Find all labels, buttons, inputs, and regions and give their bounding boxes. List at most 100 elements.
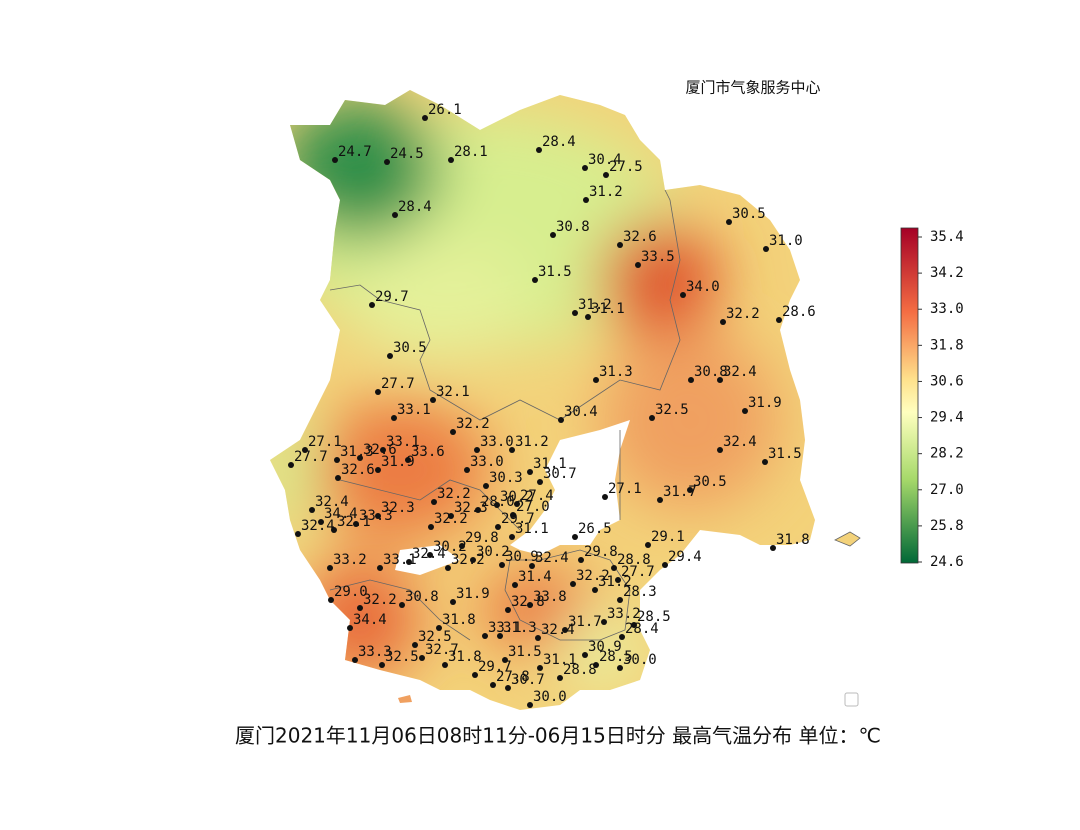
station-dot	[687, 487, 693, 493]
station-value: 32.4	[315, 494, 349, 510]
station-value: 31.3	[340, 444, 374, 460]
station-dot	[602, 494, 608, 500]
station-dot	[776, 317, 782, 323]
station-value: 32.4	[723, 364, 757, 380]
station-dot	[550, 232, 556, 238]
station-dot	[427, 552, 433, 558]
station-dot	[459, 543, 465, 549]
station-value: 30.9	[505, 549, 539, 565]
station-dot	[585, 314, 591, 320]
station-value: 28.4	[542, 134, 576, 150]
station-value: 29.8	[465, 530, 499, 546]
station-dot	[335, 475, 341, 481]
station-value: 32.1	[337, 514, 371, 530]
station-dot	[475, 507, 481, 513]
station-value: 33.8	[533, 589, 567, 605]
station-value: 27.5	[609, 159, 643, 175]
station-value: 27.7	[381, 376, 415, 392]
station-value: 32.2	[434, 511, 468, 527]
station-dot	[332, 157, 338, 163]
station-dot	[536, 147, 542, 153]
station-dot	[688, 377, 694, 383]
station-value: 31.1	[543, 652, 577, 668]
station-value: 34.0	[686, 279, 720, 295]
station-value: 31.5	[768, 446, 802, 462]
colorbar-ticks: 35.4 34.2 33.0 31.8 30.6 29.4 28.2 27.0 25.8 24.6	[918, 229, 964, 570]
station-value: 28.5	[637, 609, 671, 625]
station-dot	[497, 633, 503, 639]
station-dot	[558, 417, 564, 423]
station-dot	[442, 662, 448, 668]
station-value: 28.6	[782, 304, 816, 320]
station-dot	[375, 389, 381, 395]
station-dot	[380, 447, 386, 453]
station-dot	[375, 467, 381, 473]
colorbar-label: 24.6	[930, 554, 964, 570]
station-dot	[583, 197, 589, 203]
station-dot	[509, 534, 515, 540]
station-value: 32.2	[726, 306, 760, 322]
station-value: 27.0	[516, 499, 550, 515]
station-dot	[472, 672, 478, 678]
station-value: 30.7	[511, 672, 545, 688]
station-dot	[505, 607, 511, 613]
station-value: 32.5	[418, 629, 452, 645]
station-value: 31.2	[598, 574, 632, 590]
station-value: 33.5	[641, 249, 675, 265]
small-island	[398, 695, 412, 703]
station-value: 33.2	[607, 606, 641, 622]
station-dot	[422, 115, 428, 121]
station-dot	[611, 565, 617, 571]
station-value: 30.9	[588, 639, 622, 655]
station-value: 27.8	[496, 669, 530, 685]
colorbar-label: 29.4	[930, 410, 964, 426]
station-value: 30.5	[732, 206, 766, 222]
station-value: 32.6	[341, 462, 375, 478]
station-value: 29.0	[334, 584, 368, 600]
station-dot	[450, 599, 456, 605]
station-dot	[557, 675, 563, 681]
station-dot	[347, 625, 353, 631]
station-dot	[570, 581, 576, 587]
station-dot	[763, 246, 769, 252]
station-value: 29.7	[501, 511, 535, 527]
station-value: 28.0	[481, 494, 515, 510]
station-value: 30.8	[694, 364, 728, 380]
station-value: 32.4	[535, 550, 569, 566]
station-dot	[680, 292, 686, 298]
station-dot	[512, 582, 518, 588]
station-value: 30.5	[693, 474, 727, 490]
station-value: 30.8	[556, 219, 590, 235]
station-value: 32.2	[451, 552, 485, 568]
station-value: 33.2	[333, 552, 367, 568]
station-value: 31.0	[769, 233, 803, 249]
station-value: 31.9	[748, 395, 782, 411]
colorbar-label: 35.4	[930, 229, 964, 245]
station-value: 33.1	[488, 620, 522, 636]
station-dot	[288, 462, 294, 468]
station-value: 32.5	[385, 649, 419, 665]
station-value: 31.2	[515, 434, 549, 450]
station-dot	[527, 702, 533, 708]
station-value: 33.3	[359, 508, 393, 524]
station-value: 31.1	[533, 456, 567, 472]
station-dot	[448, 157, 454, 163]
station-value: 31.3	[599, 364, 633, 380]
colorbar-label: 28.2	[930, 446, 964, 462]
station-value: 32.2	[437, 486, 471, 502]
station-dot	[464, 467, 470, 473]
station-dot	[537, 665, 543, 671]
station-value: 31.1	[591, 301, 625, 317]
station-dot	[379, 662, 385, 668]
station-dot	[436, 625, 442, 631]
station-dot	[428, 524, 434, 530]
station-dot	[482, 633, 488, 639]
station-dot	[387, 353, 393, 359]
station-value: 32.7	[425, 642, 459, 658]
station-value: 27.1	[608, 481, 642, 497]
station-dot	[352, 657, 358, 663]
station-dot	[657, 497, 663, 503]
station-value: 32.2	[456, 416, 490, 432]
station-value: 30.5	[393, 340, 427, 356]
station-value: 31.5	[538, 264, 572, 280]
